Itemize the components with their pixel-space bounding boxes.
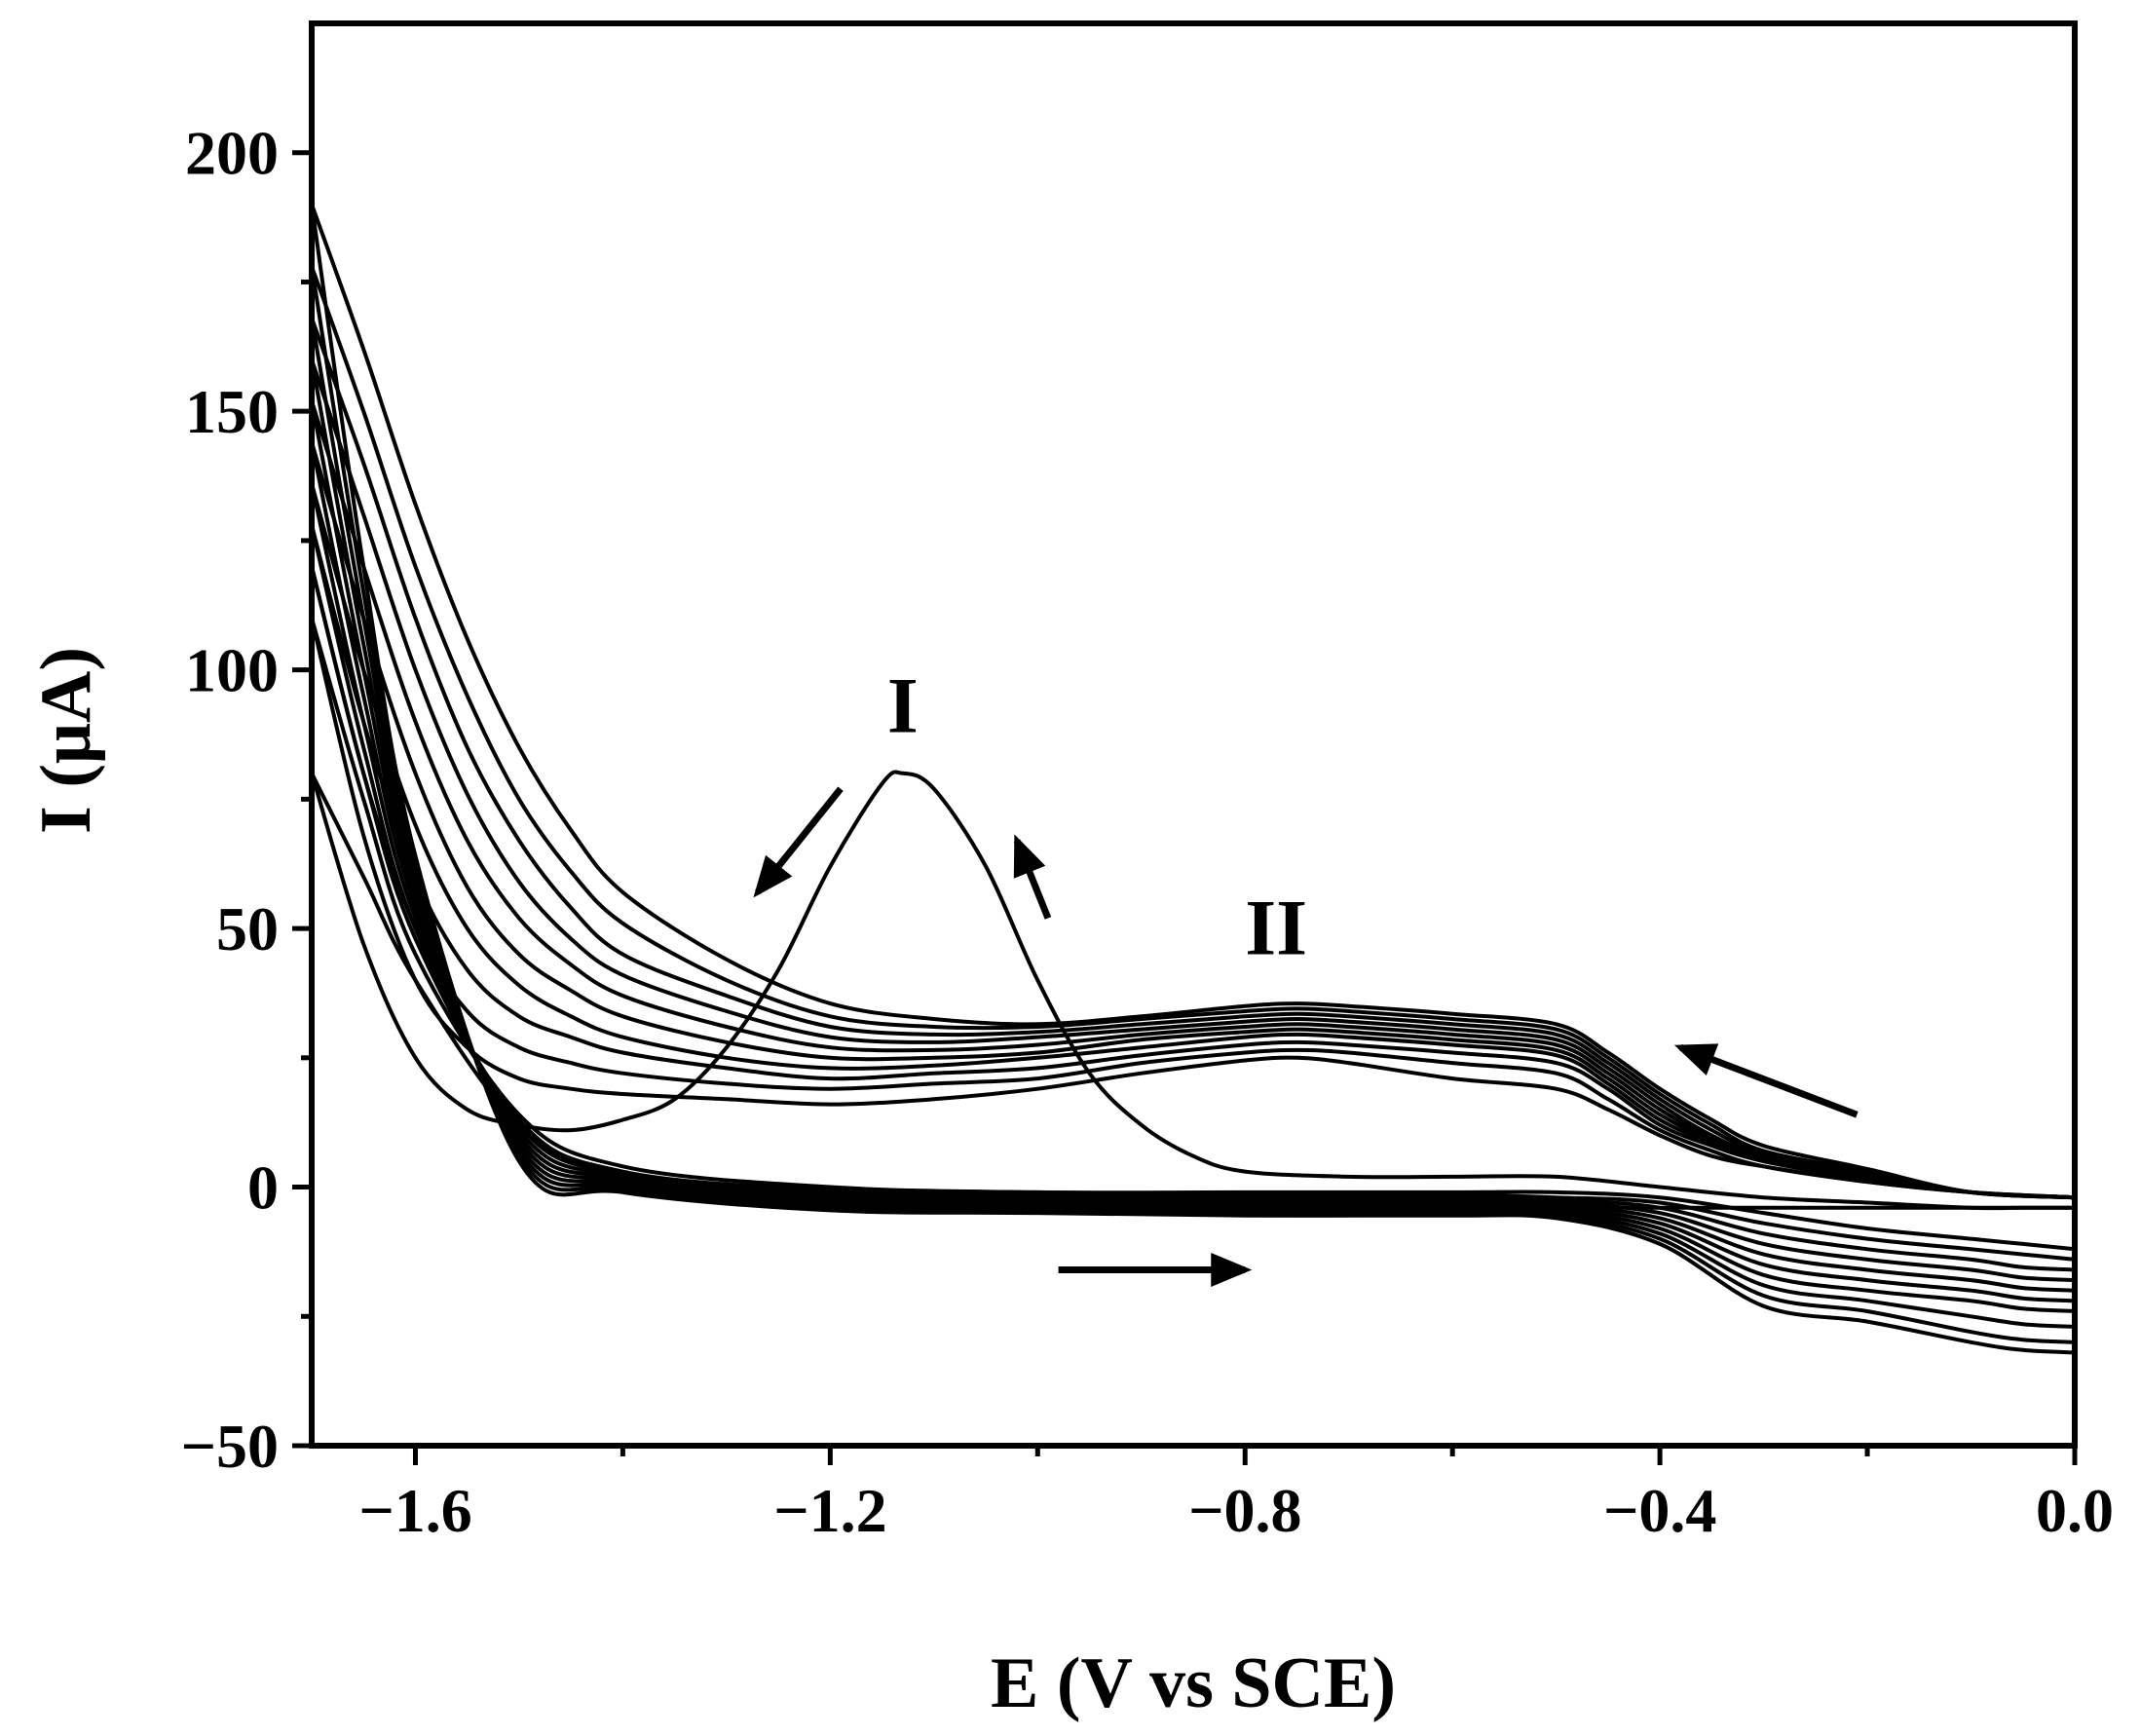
x-tick-label: −0.4 (1603, 1476, 1716, 1545)
y-tick-label: −50 (181, 1412, 279, 1481)
cycle-9-forward-scan (310, 316, 2077, 1200)
cycle-8-reverse-scan (310, 358, 2077, 1313)
scan-direction-arrows (753, 786, 1858, 1287)
x-tick-label: 0.0 (2036, 1476, 2114, 1545)
x-tick-label: −1.6 (358, 1476, 471, 1545)
y-tick-label: 50 (216, 894, 279, 963)
cycle-11-forward-scan (310, 202, 2077, 1200)
cycle-5-reverse-scan (310, 481, 2077, 1283)
y-tick-label: 100 (185, 636, 279, 705)
x-tick-label: −0.8 (1188, 1476, 1301, 1545)
arrow-up-left-peak-I (1013, 834, 1052, 920)
y-tick-label: 0 (247, 1153, 279, 1223)
cycle-7-forward-scan (310, 398, 2077, 1200)
x-tick-label: −1.2 (773, 1476, 886, 1545)
cycle-6-reverse-scan (310, 440, 2077, 1293)
cycle-1-forward-scan (310, 770, 2077, 1211)
cycle-5-forward-scan (310, 481, 2077, 1200)
x-axis-title: E (V vs SCE) (991, 1643, 1396, 1723)
plot-frame (309, 20, 2078, 1449)
peak-label-II: II (1245, 884, 1307, 972)
arrow-reverse-scan-upper-left (1673, 1043, 1858, 1118)
cycle-2-forward-scan (310, 616, 2077, 1200)
cycle-6-forward-scan (310, 440, 2077, 1200)
y-axis-title: I (μA) (26, 647, 106, 834)
cycle-7-reverse-scan (310, 398, 2077, 1303)
arrow-down-left-peak-I (753, 786, 844, 898)
cycle-4-reverse-scan (310, 523, 2077, 1272)
cycle-10-forward-scan (310, 264, 2077, 1200)
y-tick-label: 150 (185, 377, 279, 446)
axis-tick-labels: −1.6 −1.2 −0.8 −0.4 0.0 −50 0 50 100 150 200 (181, 119, 2114, 1545)
cycle-8-forward-scan (310, 358, 2077, 1200)
cycle-10-reverse-scan (310, 264, 2077, 1344)
cycle-9-reverse-scan (310, 316, 2077, 1329)
axis-ticks (292, 150, 2078, 1465)
cycle-3-reverse-scan (310, 564, 2077, 1262)
peak-annotations: III (887, 660, 1307, 971)
cycle-4-forward-scan (310, 523, 2077, 1200)
cycle-11-reverse-scan (310, 202, 2077, 1355)
voltammogram-curves (310, 202, 2077, 1355)
y-tick-label: 200 (185, 119, 279, 188)
peak-label-I: I (887, 660, 919, 749)
cycle-3-forward-scan (310, 564, 2077, 1200)
